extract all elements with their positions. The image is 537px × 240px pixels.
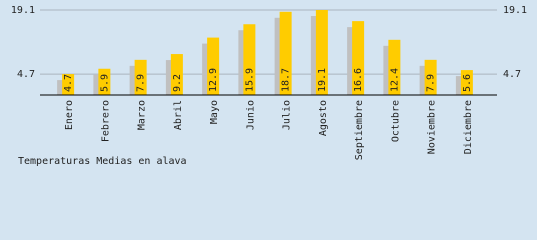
y-tick-label: 19.1 <box>11 5 35 16</box>
bar <box>352 21 365 95</box>
value-label: 7.9 <box>426 74 437 92</box>
x-tick-label: Diciembre <box>463 100 474 154</box>
x-tick-label: Mayo <box>209 100 220 124</box>
x-tick-label: Julio <box>282 100 293 130</box>
bar <box>243 24 256 95</box>
bar <box>170 54 183 95</box>
x-tick-label: Enero <box>64 100 75 130</box>
value-label: 5.9 <box>99 74 110 92</box>
bar <box>279 11 292 95</box>
y-tick-label: 4.7 <box>17 69 35 80</box>
bar <box>62 74 75 95</box>
chart: Temperaturas Medias en alava 4.7 4.7 19.1 1… <box>0 0 537 174</box>
value-label: 9.2 <box>172 74 183 92</box>
value-label: 5.6 <box>462 74 473 92</box>
x-tick-label: Febrero <box>100 100 111 142</box>
bar <box>460 70 473 95</box>
background <box>0 0 537 174</box>
value-label: 18.7 <box>281 68 292 92</box>
x-tick-label: Octubre <box>390 100 401 142</box>
value-label: 12.9 <box>208 68 219 92</box>
bar <box>98 68 111 95</box>
value-label: 12.4 <box>389 68 400 92</box>
x-tick-label: Noviembre <box>427 100 438 154</box>
y-tick-label-right: 4.7 <box>503 69 521 80</box>
value-label: 7.9 <box>136 74 147 92</box>
value-label: 16.6 <box>353 68 364 92</box>
x-tick-label: Abril <box>173 100 184 130</box>
bar <box>315 10 328 95</box>
y-tick-label-right: 19.1 <box>503 5 527 16</box>
bar <box>207 37 220 95</box>
value-label: 15.9 <box>244 68 255 92</box>
bar <box>388 39 401 95</box>
x-tick-label: Septiembre <box>354 100 365 160</box>
bar <box>134 59 147 95</box>
bar <box>424 59 437 95</box>
x-tick-label: Marzo <box>137 100 148 130</box>
value-label: 19.1 <box>317 68 328 92</box>
x-tick-label: Agosto <box>318 100 329 136</box>
value-label: 4.7 <box>63 74 74 92</box>
chart-title: Temperaturas Medias en alava <box>18 156 187 167</box>
x-tick-label: Junio <box>245 100 256 130</box>
